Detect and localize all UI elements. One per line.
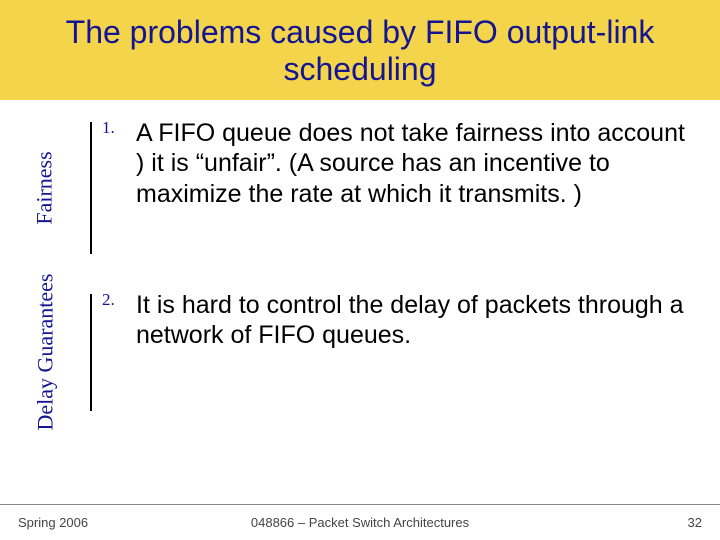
side-label: Delay Guarantees [32,274,58,431]
footer-center: 048866 – Packet Switch Architectures [251,515,469,530]
footer: Spring 2006 048866 – Packet Switch Archi… [0,504,720,540]
slide-title: The problems caused by FIFO output-link … [20,14,700,88]
content-row: Delay Guarantees2.It is hard to control … [0,290,720,415]
item-text: It is hard to control the delay of packe… [136,290,690,415]
item-text: A FIFO queue does not take fairness into… [136,118,690,258]
side-label: Fairness [32,151,58,224]
item-number: 2. [102,290,136,415]
footer-right: 32 [688,515,702,530]
slide-body: Fairness 1.A FIFO queue does not take fai… [0,100,720,540]
content-row: Fairness 1.A FIFO queue does not take fai… [0,118,720,258]
title-band: The problems caused by FIFO output-link … [0,0,720,100]
footer-left: Spring 2006 [18,515,88,530]
side-label-wrap: Fairness [0,118,90,258]
list-item: 1.A FIFO queue does not take fairness in… [92,118,720,258]
item-number: 1. [102,118,136,258]
side-label-wrap: Delay Guarantees [0,290,90,415]
slide: The problems caused by FIFO output-link … [0,0,720,540]
list-item: 2.It is hard to control the delay of pac… [92,290,720,415]
